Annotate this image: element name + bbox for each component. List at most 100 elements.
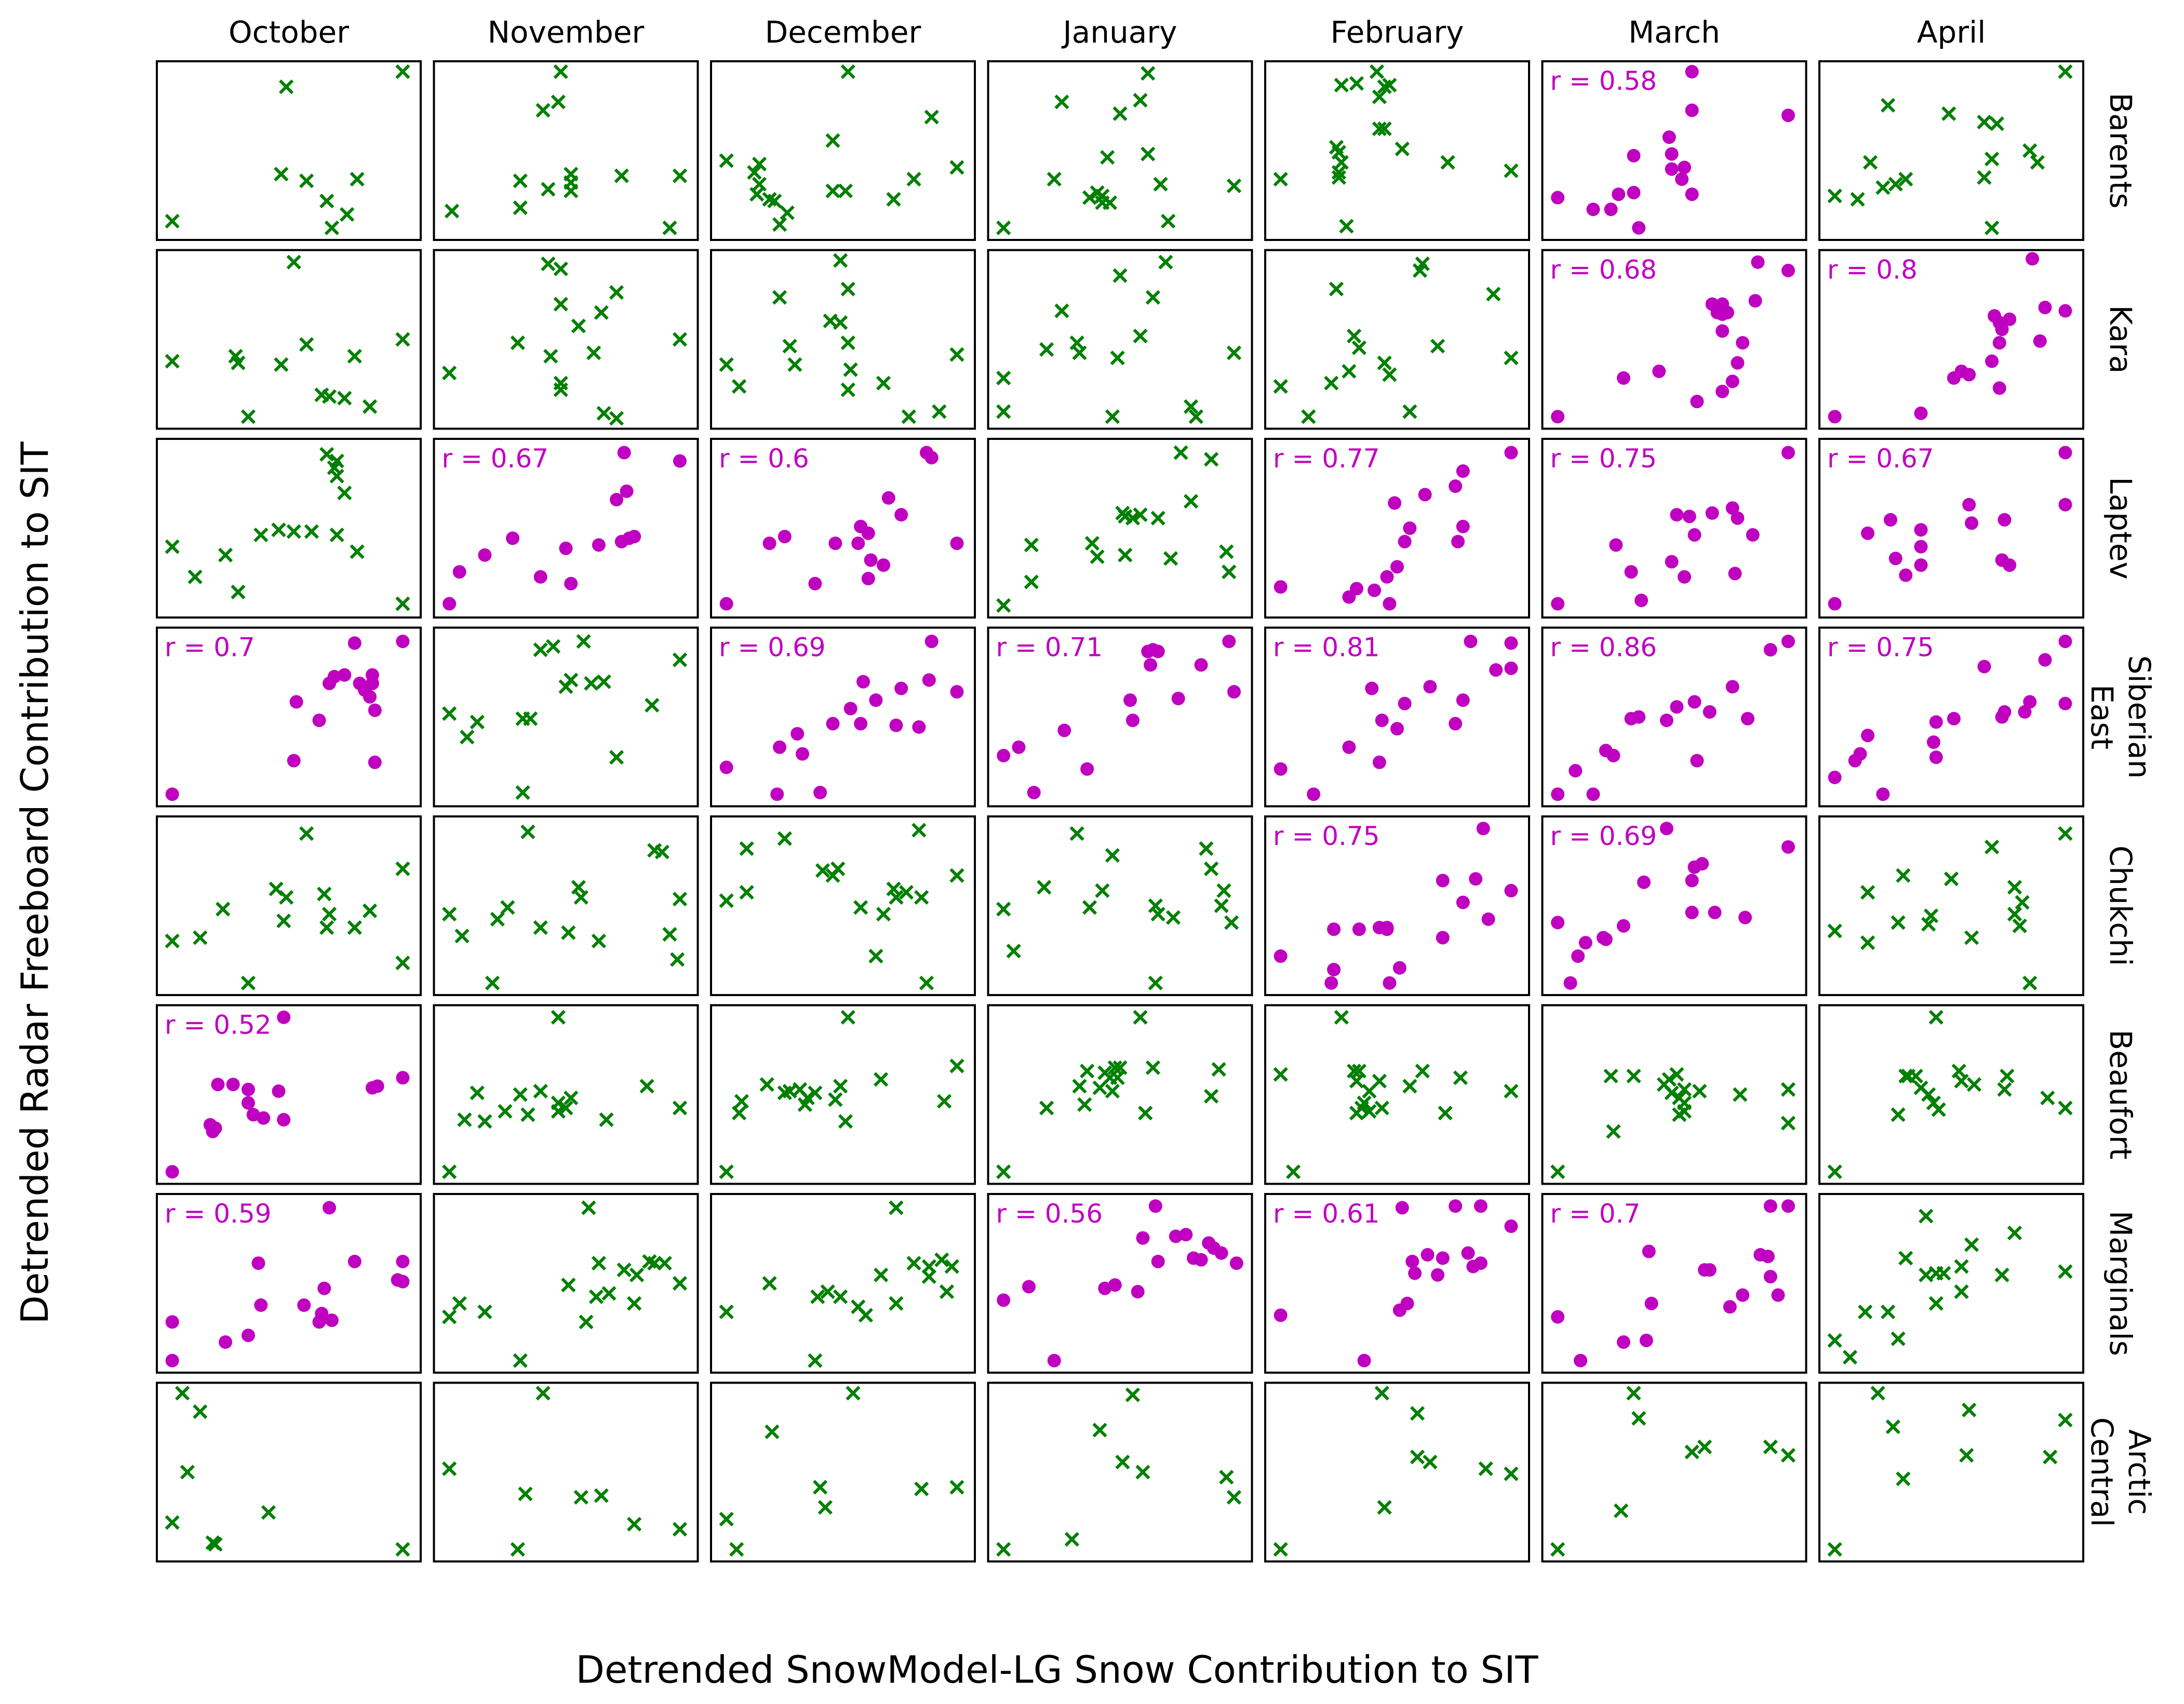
data-point-circle (478, 548, 492, 562)
data-point-cross (1550, 1164, 1565, 1179)
data-point-cross (1273, 171, 1288, 187)
data-point-circle (1551, 916, 1565, 930)
panel-barents-february (1264, 60, 1530, 241)
panel-frame (1264, 1381, 1530, 1563)
data-point-circle (564, 576, 578, 591)
data-point-cross (350, 544, 365, 559)
data-point-cross (1860, 935, 1875, 950)
data-point-circle (165, 1353, 179, 1367)
panel-marginals-december (710, 1193, 976, 1374)
data-point-cross (1145, 290, 1161, 305)
data-point-cross (1331, 145, 1346, 160)
data-point-circle (1349, 582, 1363, 596)
data-point-cross (762, 1276, 777, 1291)
data-point-circle (1828, 770, 1842, 784)
data-point-circle (861, 526, 875, 540)
data-point-cross (1875, 180, 1891, 195)
data-point-circle (1659, 822, 1673, 836)
data-point-circle (241, 1096, 255, 1110)
data-point-circle (1473, 1256, 1488, 1270)
data-point-cross (996, 220, 1011, 235)
data-point-cross (1072, 345, 1087, 360)
data-point-circle (2038, 301, 2052, 315)
panel-frame (987, 60, 1253, 241)
data-point-cross (594, 305, 609, 320)
data-point-circle (1703, 1263, 1717, 1277)
data-point-cross (1430, 339, 1445, 354)
data-point-cross (584, 676, 599, 691)
panel-chukchi-november (433, 815, 699, 996)
data-point-cross (627, 1517, 642, 1532)
data-point-circle (1274, 949, 1288, 963)
data-point-cross (533, 642, 548, 658)
data-point-circle (1027, 786, 1041, 800)
data-point-cross (274, 357, 289, 372)
data-point-circle (1451, 534, 1465, 548)
data-point-cross (2058, 1264, 2073, 1279)
data-point-cross (1951, 1064, 1966, 1079)
data-point-cross (1415, 1064, 1430, 1079)
data-point-circle (620, 484, 634, 498)
data-point-cross (286, 254, 301, 270)
data-point-cross (2058, 1101, 2073, 1116)
data-point-circle (1781, 109, 1795, 123)
data-point-cross (1222, 564, 1237, 580)
data-point-circle (864, 553, 878, 567)
data-point-cross (1896, 1471, 1911, 1486)
data-point-cross (1842, 1350, 1858, 1365)
data-point-cross (1984, 220, 2000, 235)
data-point-cross (672, 891, 688, 907)
data-point-cross (319, 193, 334, 209)
data-point-cross (1827, 1333, 1842, 1348)
data-point-circle (452, 565, 466, 579)
data-point-circle (370, 1079, 384, 1093)
data-point-cross (645, 697, 660, 713)
data-point-circle (1144, 658, 1158, 672)
data-point-cross (1165, 910, 1181, 925)
data-point-cross (876, 907, 891, 922)
data-point-circle (1436, 931, 1450, 945)
data-point-cross (2022, 975, 2038, 990)
data-point-cross (1082, 190, 1097, 205)
panel-frame (1264, 1004, 1530, 1185)
data-point-circle (1456, 693, 1470, 707)
data-point-circle (1469, 872, 1483, 886)
data-point-cross (362, 903, 378, 918)
data-point-cross (889, 1200, 904, 1215)
data-point-cross (231, 584, 246, 600)
data-point-cross (2030, 155, 2045, 170)
data-point-cross (261, 1505, 276, 1520)
data-point-circle (617, 446, 631, 460)
data-point-circle (1456, 464, 1470, 478)
data-point-circle (1461, 1246, 1475, 1260)
data-point-cross (1226, 345, 1242, 360)
data-point-circle (1057, 723, 1071, 737)
data-point-cross (321, 389, 337, 404)
data-point-circle (2058, 634, 2072, 648)
data-point-circle (1551, 191, 1565, 205)
panel-frame (1264, 60, 1530, 241)
data-point-cross (395, 1542, 410, 1557)
data-point-circle (1763, 643, 1777, 657)
panel-east-siberian-january: r = 0.71 (987, 626, 1253, 808)
data-point-circle (1390, 722, 1404, 736)
data-point-circle (1634, 594, 1649, 608)
row-label-barents: Barents (2103, 92, 2138, 208)
data-point-cross (442, 366, 457, 381)
data-point-circle (208, 1121, 222, 1135)
data-point-cross (180, 1465, 195, 1480)
data-point-circle (396, 1254, 410, 1268)
data-point-cross (899, 885, 914, 900)
panel-beaufort-january (987, 1004, 1253, 1185)
data-point-cross (1989, 116, 2004, 131)
data-point-circle (1962, 498, 1976, 512)
data-point-cross (1092, 1423, 1107, 1438)
correlation-label: r = 0.75 (1273, 821, 1380, 851)
data-point-cross (672, 168, 688, 183)
data-point-cross (838, 183, 853, 198)
data-point-cross (1362, 1104, 1377, 1119)
data-point-circle (1914, 406, 1928, 420)
column-title-april: April (1917, 15, 1986, 50)
data-point-circle (2023, 695, 2037, 709)
data-point-circle (1624, 565, 1638, 579)
